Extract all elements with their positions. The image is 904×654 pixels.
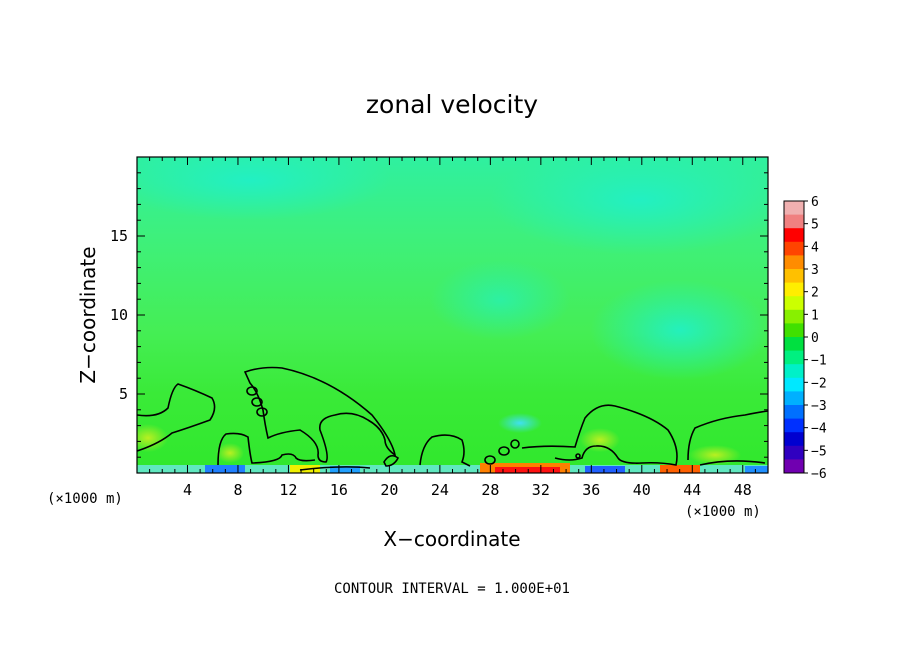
surface-red-30km-core xyxy=(495,467,560,473)
colorbar-swatch xyxy=(784,364,804,379)
colorbar-label: 4 xyxy=(811,240,819,255)
colorbar-label: 1 xyxy=(811,308,819,323)
colorbar-swatch xyxy=(784,445,804,460)
x-tick-label: 28 xyxy=(481,481,499,499)
colorbar-swatch xyxy=(784,432,804,447)
colorbar-swatch xyxy=(784,296,804,311)
chart-title: zonal velocity xyxy=(366,90,538,119)
contour-interval-note: CONTOUR INTERVAL = 1.000E+01 xyxy=(334,581,570,597)
colorbar: 6 5 4 3 2 1 0 −1 −2 −3 −4 −5 −6 xyxy=(783,195,827,482)
colorbar-label: 6 xyxy=(811,195,819,210)
colorbar-label: −4 xyxy=(811,422,827,437)
surface-blue-3 xyxy=(585,466,625,473)
contour-lines xyxy=(137,366,768,471)
contour-line xyxy=(699,460,766,466)
colorbar-swatch xyxy=(784,255,804,270)
yellow-patch-37km xyxy=(580,428,620,452)
colorbar-swatch xyxy=(784,377,804,392)
colorbar-labels: 6 5 4 3 2 1 0 −1 −2 −3 −4 −5 −6 xyxy=(804,195,827,482)
colorbar-swatch xyxy=(784,214,804,229)
surface-blue-2 xyxy=(330,466,360,473)
colorbar-label: 5 xyxy=(811,218,819,233)
colorbar-swatch xyxy=(784,282,804,297)
colorbar-label: 0 xyxy=(811,331,819,346)
colorbar-label: −5 xyxy=(811,444,827,459)
x-tick-label: 40 xyxy=(633,481,651,499)
x-tick-label: 8 xyxy=(233,481,242,499)
y-tick-marks xyxy=(137,172,768,458)
y-tick-labels: 5 10 15 xyxy=(110,227,128,403)
colorbar-label: −6 xyxy=(811,467,827,482)
y-tick-label: 10 xyxy=(110,306,128,324)
colorbar-label: 3 xyxy=(811,263,819,278)
x-tick-label: 32 xyxy=(532,481,550,499)
colorbar-label: 2 xyxy=(811,286,819,301)
contour-ring xyxy=(251,397,263,407)
colorbar-swatch xyxy=(784,418,804,433)
cyan-patch-mid xyxy=(430,260,570,340)
y-tick-label: 5 xyxy=(119,385,128,403)
colorbar-label: −2 xyxy=(811,376,827,391)
y-unit-label: (×1000 m) xyxy=(47,491,123,507)
contour-line xyxy=(217,432,316,466)
colorbar-swatch xyxy=(784,228,804,243)
contour-line xyxy=(419,434,471,467)
yellow-patch-left xyxy=(137,424,168,452)
y-axis-label: Z−coordinate xyxy=(76,246,100,383)
contour-line xyxy=(243,366,397,463)
contour-ring xyxy=(498,446,510,456)
x-tick-label: 4 xyxy=(183,481,192,499)
contour-ring xyxy=(246,386,258,396)
x-tick-label: 44 xyxy=(683,481,701,499)
colorbar-swatch xyxy=(784,350,804,365)
contour-line xyxy=(299,466,371,471)
heatmap-field xyxy=(137,157,768,473)
yellow-patch-45km xyxy=(689,445,741,465)
cyan-patch-mid-right xyxy=(590,280,768,380)
x-tick-labels: 4 8 12 16 20 24 28 32 36 40 44 48 xyxy=(183,481,752,499)
colorbar-swatch xyxy=(784,337,804,352)
x-tick-label: 36 xyxy=(582,481,600,499)
colorbar-swatch xyxy=(784,323,804,338)
cyan-patch-top-right xyxy=(490,157,768,255)
x-tick-label: 16 xyxy=(330,481,348,499)
x-tick-label: 12 xyxy=(279,481,297,499)
plot-frame xyxy=(136,156,769,474)
contour-line xyxy=(137,383,216,452)
contour-line xyxy=(521,404,678,466)
contour-ring xyxy=(256,407,268,417)
contour-ring xyxy=(575,453,581,459)
x-tick-label: 48 xyxy=(734,481,752,499)
contour-ring xyxy=(510,439,520,449)
contour-line xyxy=(383,454,400,467)
colorbar-swatch xyxy=(784,309,804,324)
x-unit-label: (×1000 m) xyxy=(685,504,761,520)
colorbar-swatch xyxy=(784,391,804,406)
x-axis-label: X−coordinate xyxy=(383,527,520,551)
colorbar-swatch xyxy=(784,241,804,256)
colorbar-swatch xyxy=(784,201,804,216)
colorbar-swatch xyxy=(784,405,804,420)
surface-blue-4 xyxy=(745,466,768,473)
colorbar-label: −3 xyxy=(811,399,827,414)
colorbar-swatches xyxy=(784,201,804,474)
x-tick-marks xyxy=(149,157,756,473)
contour-ring xyxy=(484,455,496,465)
x-tick-label: 20 xyxy=(380,481,398,499)
yellow-patch-8km xyxy=(216,443,244,463)
contour-line xyxy=(687,410,768,461)
colorbar-label: −1 xyxy=(811,354,827,369)
y-tick-label: 15 xyxy=(110,227,128,245)
x-tick-label: 24 xyxy=(431,481,449,499)
colorbar-swatch xyxy=(784,459,804,474)
colorbar-swatch xyxy=(784,269,804,284)
cyan-patch-top-left xyxy=(137,157,390,220)
cyan-spot-30km xyxy=(498,413,542,433)
